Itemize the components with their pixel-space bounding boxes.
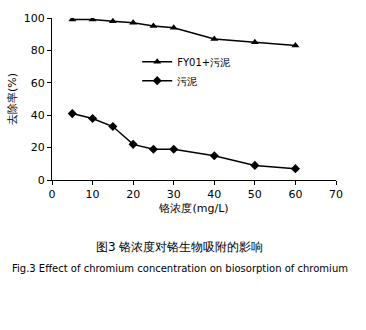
svg-text:去除率(%): 去除率(%) <box>6 73 19 125</box>
svg-text:40: 40 <box>31 109 45 122</box>
svg-text:Fig.3 Effect of chromium conce: Fig.3 Effect of chromium concentration o… <box>12 263 348 274</box>
svg-text:20: 20 <box>126 188 140 201</box>
svg-text:40: 40 <box>207 188 221 201</box>
svg-text:0: 0 <box>38 174 45 187</box>
svg-text:50: 50 <box>248 188 262 201</box>
svg-text:70: 70 <box>329 188 343 201</box>
svg-text:10: 10 <box>86 188 100 201</box>
svg-text:图3 铬浓度对铬生物吸附的影响: 图3 铬浓度对铬生物吸附的影响 <box>96 240 263 254</box>
svg-text:0: 0 <box>49 188 56 201</box>
svg-text:80: 80 <box>31 44 45 57</box>
svg-text:20: 20 <box>31 141 45 154</box>
svg-text:100: 100 <box>24 12 45 25</box>
svg-text:铬浓度(mg/L): 铬浓度(mg/L) <box>158 202 228 215</box>
svg-text:FY01+污泥: FY01+污泥 <box>177 57 230 68</box>
svg-text:污泥: 污泥 <box>177 76 197 87</box>
svg-text:60: 60 <box>31 77 45 90</box>
svg-text:60: 60 <box>288 188 302 201</box>
svg-text:30: 30 <box>167 188 181 201</box>
